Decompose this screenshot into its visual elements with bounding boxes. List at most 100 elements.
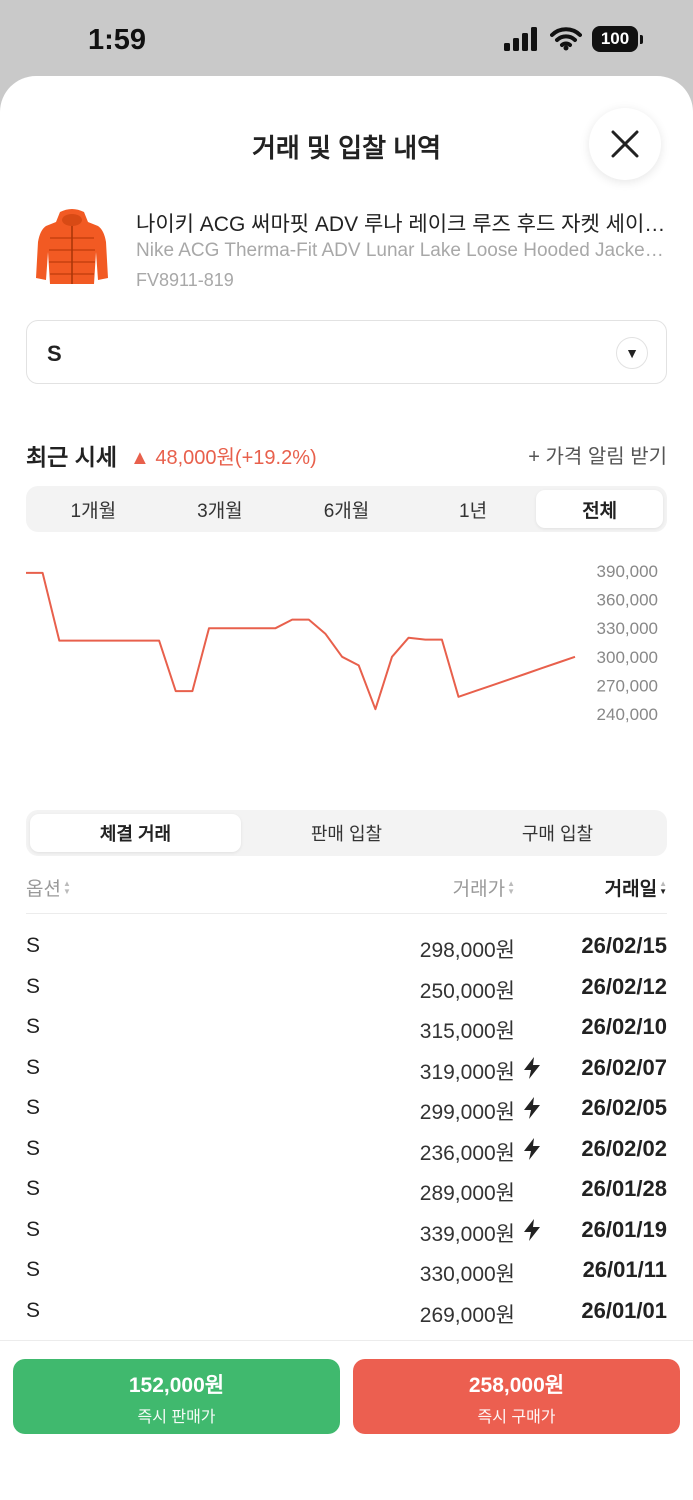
product-code: FV8911-819 [136, 270, 234, 290]
row-option: S [26, 1015, 41, 1038]
row-price: 298,000원 [419, 939, 515, 962]
price-series-line [26, 571, 576, 711]
table-row[interactable]: S 298,000원 26/02/15 [26, 928, 667, 969]
instant-sell-label: 즉시 판매가 [137, 1409, 216, 1426]
row-date: 26/01/28 [581, 1176, 667, 1201]
row-price: 330,000원 [419, 1263, 515, 1286]
row-price: 236,000원 [419, 1141, 515, 1165]
list-tabs: 체결 거래 판매 입찰 구매 입찰 [26, 810, 667, 856]
recent-price-title: 최근 시세 [26, 444, 118, 470]
table-row[interactable]: S 250,000원 26/02/12 [26, 969, 667, 1010]
instant-buy-button[interactable]: 258,000원 즉시 구매가 [353, 1359, 680, 1434]
row-price: 299,000원 [419, 1101, 515, 1124]
sort-icon: ▲ ▼ [62, 878, 71, 896]
product-name-en: Nike ACG Therma-Fit ADV Lunar Lake Loose… [136, 240, 666, 261]
column-option[interactable]: 옵션 ▲ ▼ [26, 874, 71, 901]
sort-desc-icon: ▲ ▼ [659, 878, 667, 896]
size-select-value: S [47, 341, 62, 366]
row-price: 250,000원 [419, 979, 515, 1003]
table-row[interactable]: S 289,000원 26/01/28 [26, 1171, 667, 1212]
row-option: S [26, 934, 41, 957]
lightning-icon [524, 1218, 540, 1241]
row-date: 26/02/10 [581, 1014, 667, 1039]
status-icons: 100 [504, 26, 643, 52]
table-row[interactable]: S 236,000원 26/02/02 [26, 1131, 667, 1172]
table-row[interactable]: S 330,000원 26/01/11 [26, 1252, 667, 1293]
row-date: 26/01/01 [581, 1297, 667, 1323]
cellular-signal-icon [504, 27, 537, 51]
y-tick-label: 390,000 [597, 562, 658, 581]
row-option: S [26, 1258, 41, 1281]
row-date: 26/01/11 [582, 1257, 667, 1282]
sheet-title: 거래 및 입찰 내역 [251, 133, 442, 163]
y-tick-label: 360,000 [597, 591, 658, 610]
tab-completed-trades[interactable]: 체결 거래 [30, 814, 241, 852]
price-alert-button[interactable]: + 가격 알림 받기 [528, 446, 667, 468]
row-price: 289,000원 [419, 1182, 515, 1205]
tab-sell-bids[interactable]: 판매 입찰 [310, 824, 383, 844]
size-select[interactable]: S ▼ [26, 320, 667, 384]
row-price: 269,000원 [419, 1303, 515, 1327]
close-icon [611, 130, 639, 158]
y-tick-label: 300,000 [597, 648, 658, 667]
tab-all[interactable]: 전체 [536, 490, 663, 528]
wifi-icon [550, 27, 582, 51]
tab-1-year[interactable]: 1년 [459, 500, 488, 522]
battery-tip [640, 34, 643, 44]
instant-sell-button[interactable]: 152,000원 즉시 판매가 [13, 1359, 340, 1434]
battery-icon: 100 [592, 26, 638, 52]
row-option: S [26, 1217, 41, 1241]
trade-history-sheet: 거래 및 입찰 내역 나이키 ACG 써마핏 ADV 루나 레이크 루즈 후드 … [0, 76, 693, 1500]
row-date: 26/01/19 [581, 1216, 667, 1242]
tab-1-month[interactable]: 1개월 [70, 500, 117, 522]
product-name-ko: 나이키 ACG 써마핏 ADV 루나 레이크 루즈 후드 자켓 세이프티 오렌지 [136, 213, 666, 236]
column-option-label: 옵션 [26, 879, 61, 900]
instant-sell-price: 152,000원 [128, 1374, 225, 1397]
column-price[interactable]: 거래가 ▲ ▼ [453, 874, 515, 901]
y-tick-label: 240,000 [597, 705, 658, 724]
row-price: 319,000원 [419, 1060, 515, 1084]
row-option: S [26, 1298, 41, 1322]
row-date: 26/02/02 [581, 1135, 667, 1161]
row-option: S [26, 1096, 41, 1119]
column-date[interactable]: 거래일 ▲ ▼ [605, 874, 667, 901]
lightning-icon [524, 1097, 540, 1119]
product-summary[interactable]: 나이키 ACG 써마핏 ADV 루나 레이크 루즈 후드 자켓 세이프티 오렌지… [26, 202, 666, 292]
trade-list[interactable]: S 298,000원 26/02/15 S 250,000원 26/02/12 S 315,0… [26, 928, 667, 1348]
column-date-label: 거래일 [604, 879, 658, 900]
bottom-action-bar: 152,000원 즉시 판매가 258,000원 즉시 구매가 [0, 1340, 693, 1500]
tab-6-months[interactable]: 6개월 [323, 500, 370, 522]
table-row[interactable]: S 319,000원 26/02/07 [26, 1050, 667, 1091]
instant-buy-label: 즉시 구매가 [477, 1409, 556, 1426]
y-tick-label: 270,000 [597, 676, 658, 695]
table-header: 옵션 ▲ ▼ 거래가 ▲ ▼ 거래일 ▲ ▼ [26, 870, 667, 914]
table-row[interactable]: S 269,000원 26/01/01 [26, 1293, 667, 1334]
row-price: 339,000원 [419, 1222, 515, 1246]
chevron-down-icon: ▼ [616, 337, 648, 369]
row-option: S [26, 974, 41, 998]
row-date: 26/02/12 [581, 973, 667, 999]
y-tick-label: 330,000 [597, 619, 658, 638]
table-row[interactable]: S 315,000원 26/02/10 [26, 1009, 667, 1050]
tab-buy-bids[interactable]: 구매 입찰 [521, 824, 594, 844]
row-date: 26/02/05 [581, 1095, 667, 1120]
row-date: 26/02/07 [581, 1054, 667, 1080]
price-chart[interactable]: 390,000 360,000 330,000 300,000 270,000 240,0… [0, 556, 693, 746]
row-option: S [26, 1177, 41, 1200]
table-row[interactable]: S 339,000원 26/01/19 [26, 1212, 667, 1253]
tab-3-months[interactable]: 3개월 [197, 500, 243, 522]
table-row[interactable]: S 299,000원 26/02/05 [26, 1090, 667, 1131]
recent-price-header: 최근 시세 ▲ 48,000원(+19.2%) + 가격 알림 받기 [26, 438, 667, 470]
lightning-icon [524, 1056, 540, 1079]
row-option: S [26, 1136, 41, 1160]
product-image [36, 209, 108, 284]
price-change: ▲ 48,000원(+19.2%) [130, 447, 317, 469]
status-bar: 1:59 100 [0, 0, 693, 80]
row-option: S [26, 1055, 41, 1079]
instant-buy-price: 258,000원 [468, 1374, 565, 1397]
close-button[interactable] [589, 108, 661, 180]
lightning-icon [524, 1137, 540, 1160]
row-price: 315,000원 [419, 1020, 515, 1043]
sort-icon: ▲ ▼ [507, 878, 515, 896]
column-price-label: 거래가 [452, 879, 506, 900]
